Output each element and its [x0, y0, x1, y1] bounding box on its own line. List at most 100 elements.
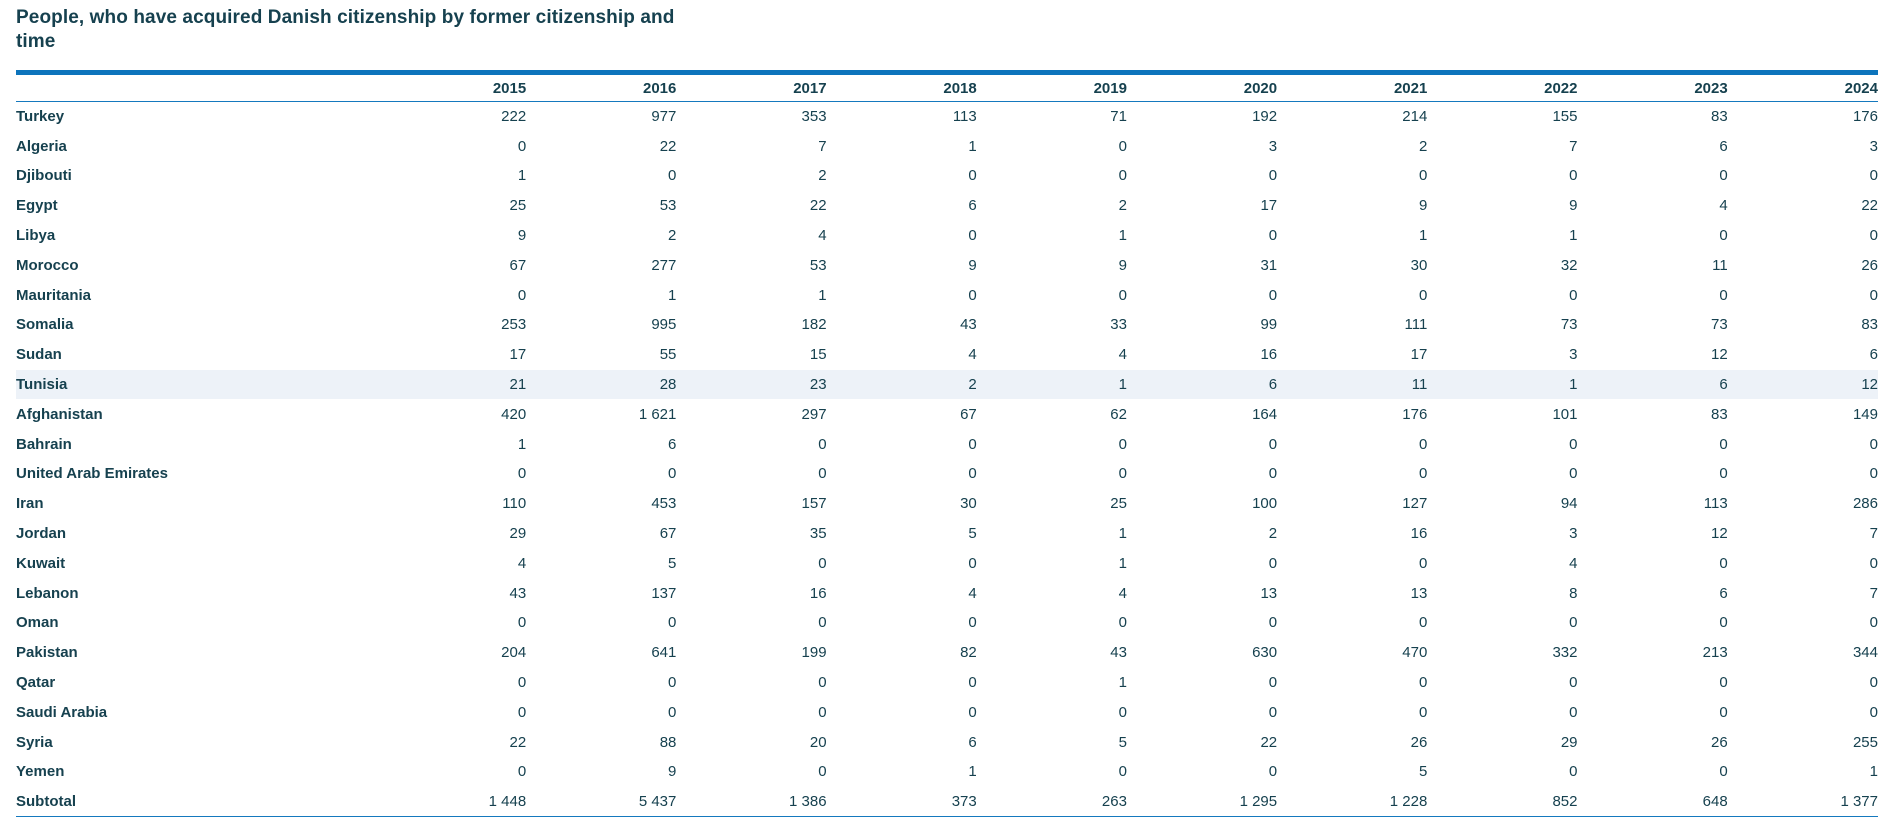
table-cell: 1 [1118, 554, 1127, 572]
column-header-2022: 2022 [1427, 75, 1578, 102]
table-cell: 110 [502, 495, 527, 513]
table-header-row: 2015 2016 2017 2018 2019 2020 2021 2022 2023 2024 [16, 75, 1878, 102]
row-label: Jordan [16, 525, 67, 543]
table-cell: 100 [1252, 495, 1278, 513]
table-row-oman[interactable]: Oman 0 0 0 0 0 0 0 0 0 0 [16, 608, 1878, 638]
table-row-algeria[interactable]: Algeria 0 22 7 1 0 3 2 7 6 3 [16, 131, 1878, 161]
table-cell: 22 [1861, 197, 1878, 215]
table-row-turkey[interactable]: Turkey 222 977 353 113 71 192 214 155 83 176 [16, 102, 1878, 132]
table-cell: 286 [1852, 495, 1878, 513]
table-cell: 0 [668, 465, 677, 483]
table-cell: 0 [1569, 465, 1578, 483]
citizenship-table: 2015 2016 2017 2018 2019 2020 2021 2022 2023 2024… [16, 75, 1878, 818]
table-row-somalia[interactable]: Somalia 253 995 182 43 33 99 111 73 73 83 [16, 310, 1878, 340]
table-cell: 1 [1118, 525, 1127, 543]
table-cell: 0 [1719, 614, 1728, 632]
table-cell: 53 [659, 197, 677, 215]
table-cell: 0 [1118, 703, 1127, 721]
table-cell: 0 [1569, 674, 1578, 692]
table-cell: 137 [651, 584, 677, 602]
column-header-2018: 2018 [826, 75, 977, 102]
table-cell: 164 [1252, 405, 1278, 423]
table-cell: 99 [1260, 316, 1278, 334]
table-cell: 0 [968, 435, 977, 453]
row-label: Mauritania [16, 286, 92, 304]
table-row-mauritania[interactable]: Mauritania 0 1 1 0 0 0 0 0 0 0 [16, 280, 1878, 310]
row-label: Afghanistan [16, 405, 103, 423]
table-cell: 0 [968, 465, 977, 483]
row-label: Egypt [16, 197, 58, 215]
table-cell: 26 [1410, 733, 1428, 751]
table-cell: 0 [1569, 286, 1578, 304]
table-cell: 62 [1110, 405, 1127, 423]
table-row-egypt[interactable]: Egypt 25 53 22 6 2 17 9 9 4 22 [16, 191, 1878, 221]
column-header-2020: 2020 [1126, 75, 1278, 102]
table-cell: 213 [1702, 644, 1728, 662]
table-cell: 15 [809, 346, 827, 364]
table-row-pakistan[interactable]: Pakistan 204 641 199 82 43 630 470 332 213 344 [16, 638, 1878, 668]
table-cell: 0 [1869, 703, 1878, 721]
table-cell: 3 [1569, 346, 1578, 364]
table-cell: 9 [968, 256, 977, 274]
table-row-lebanon[interactable]: Lebanon 43 137 16 4 4 13 13 8 6 7 [16, 578, 1878, 608]
table-cell: 67 [509, 256, 527, 274]
table-row-bahrain[interactable]: Bahrain 1 6 0 0 0 0 0 0 0 0 [16, 429, 1878, 459]
row-label: Yemen [16, 763, 65, 781]
table-cell: 83 [1711, 405, 1728, 423]
row-label: Libya [16, 227, 56, 245]
table-row-sudan[interactable]: Sudan 17 55 15 4 4 16 17 3 12 6 [16, 340, 1878, 370]
table-cell: 25 [1110, 495, 1127, 513]
table-row-yemen[interactable]: Yemen 0 9 0 1 0 0 5 0 0 1 [16, 757, 1878, 787]
table-cell: 9 [668, 763, 677, 781]
table-cell: 630 [1252, 644, 1278, 662]
table-row-qatar[interactable]: Qatar 0 0 0 0 1 0 0 0 0 0 [16, 668, 1878, 698]
table-cell: 0 [1118, 167, 1127, 185]
table-row-libya[interactable]: Libya 9 2 4 0 1 0 1 1 0 0 [16, 221, 1878, 251]
table-cell: 6 [968, 733, 977, 751]
table-cell: 0 [1569, 763, 1578, 781]
table-row-subtotal[interactable]: Subtotal 1 448 5 437 1 386 373 263 1 295 1 228 8… [16, 786, 1878, 818]
table-row-jordan[interactable]: Jordan 29 67 35 5 1 2 16 3 12 7 [16, 519, 1878, 549]
table-cell: 17 [1260, 197, 1278, 215]
table-row-afghanistan[interactable]: Afghanistan 420 1 621 297 67 62 164 176 101 83 149 [16, 399, 1878, 429]
table-row-tunisia[interactable]: Tunisia 21 28 23 2 1 6 11 1 6 12 [16, 369, 1878, 400]
table-cell: 204 [501, 644, 527, 662]
table-cell: 0 [968, 167, 977, 185]
table-row-kuwait[interactable]: Kuwait 4 5 0 0 1 0 0 4 0 0 [16, 548, 1878, 578]
table-cell: 332 [1552, 644, 1578, 662]
column-header-2017: 2017 [676, 75, 827, 102]
table-cell: 149 [1852, 405, 1878, 423]
table-cell: 0 [668, 674, 677, 692]
table-cell: 297 [801, 405, 827, 423]
table-cell: 155 [1552, 108, 1578, 126]
table-cell: 53 [809, 256, 827, 274]
table-cell: 277 [651, 256, 677, 274]
table-row-syria[interactable]: Syria 22 88 20 6 5 22 26 29 26 255 [16, 727, 1878, 757]
table-cell: 0 [1268, 674, 1278, 692]
row-label: Subtotal [16, 786, 376, 818]
table-cell: 0 [517, 674, 527, 692]
table-cell: 0 [668, 167, 677, 185]
table-cell: 0 [1869, 674, 1878, 692]
table-cell: 6 [968, 197, 977, 215]
table-cell: 0 [818, 435, 827, 453]
table-row-iran[interactable]: Iran 110 453 157 30 25 100 127 94 113 286 [16, 489, 1878, 519]
table-cell: 3 [1569, 525, 1578, 543]
table-row-saudi-arabia[interactable]: Saudi Arabia 0 0 0 0 0 0 0 0 0 0 [16, 697, 1878, 727]
table-cell: 6 [1869, 346, 1878, 364]
table-cell: 0 [968, 614, 977, 632]
title-divider [16, 70, 1878, 75]
table-cell: 0 [1569, 167, 1578, 185]
table-row-united-arab-emirates[interactable]: United Arab Emirates 0 0 0 0 0 0 0 0 0 0 [16, 459, 1878, 489]
table-body: Turkey 222 977 353 113 71 192 214 155 83 176 Algeri… [16, 102, 1878, 818]
table-cell: 0 [517, 703, 527, 721]
table-cell: 0 [1118, 614, 1127, 632]
table-cell: 4 [818, 227, 827, 245]
table-cell: 1 [968, 137, 977, 155]
table-row-djibouti[interactable]: Djibouti 1 0 2 0 0 0 0 0 0 0 [16, 161, 1878, 191]
table-cell: 22 [509, 733, 527, 751]
table-row-morocco[interactable]: Morocco 67 277 53 9 9 31 30 32 11 26 [16, 250, 1878, 280]
table-cell: 182 [801, 316, 827, 334]
corner-cell [16, 75, 376, 102]
